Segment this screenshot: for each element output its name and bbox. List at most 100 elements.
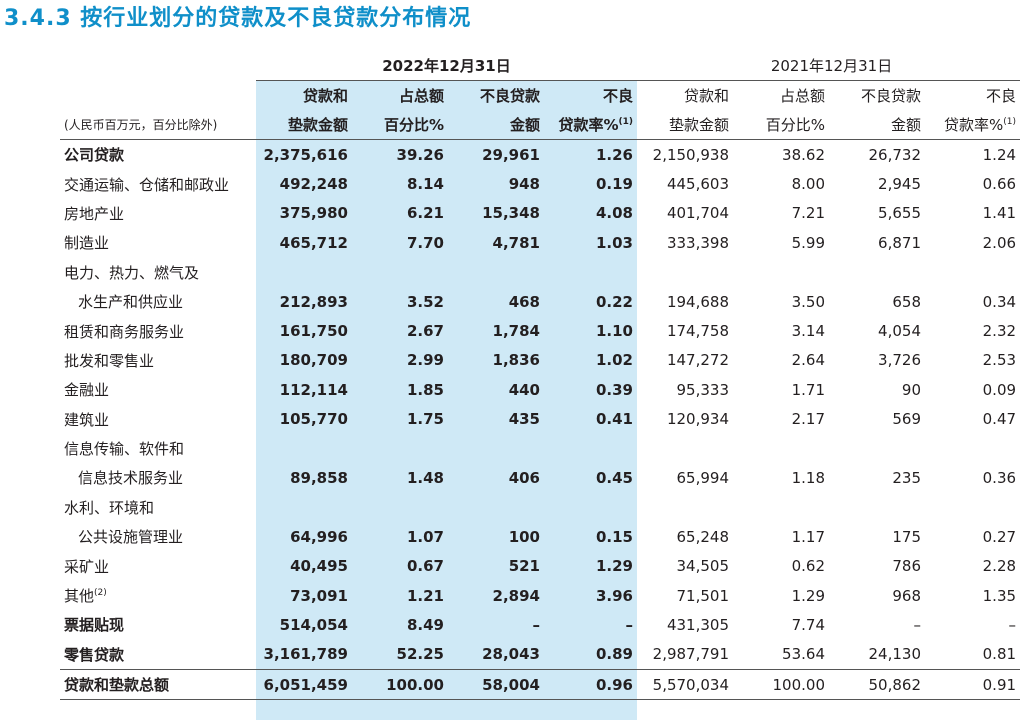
column-header-row-2: (人民币百万元，百分比除外) 垫款金额 百分比% 金额 贷款率%(1) 垫款金额… — [60, 110, 1021, 140]
value-cell: 147,272 — [666, 351, 729, 370]
table-row: 制造业 465,712 7.70 4,781 1.03 333,398 5.99 6,871 2… — [60, 228, 1020, 257]
value-cell: 1,836 — [492, 351, 540, 370]
value-cell: 0.27 — [982, 527, 1017, 546]
row-label: 批发和零售业 — [64, 351, 155, 370]
value-cell: 2.28 — [982, 557, 1017, 576]
table-row: 租赁和商务服务业 161,750 2.67 1,784 1.10 174,758 3.14 4… — [60, 316, 1020, 345]
value-cell: 431,305 — [666, 615, 729, 634]
value-cell: 2.64 — [791, 351, 825, 370]
value-cell: 8.14 — [406, 175, 444, 194]
row-label: 公司贷款 — [64, 146, 125, 165]
value-cell: 1.24 — [982, 145, 1017, 164]
value-cell: 65,248 — [676, 527, 730, 546]
value-cell — [925, 493, 1020, 522]
value-cell: 1.29 — [791, 586, 825, 605]
value-cell: 1.21 — [406, 586, 444, 605]
table-row: 信息技术服务业 89,858 1.48 406 0.45 65,994 1.18 235 0.3… — [60, 463, 1020, 492]
section-title: 3.4.3 按行业划分的贷款及不良贷款分布情况 — [4, 6, 472, 31]
value-cell: 6,051,459 — [256, 669, 352, 701]
value-cell: 2,150,938 — [652, 145, 729, 164]
value-cell: 468 — [508, 292, 540, 311]
value-cell: 6,871 — [878, 233, 921, 252]
value-cell: 73,091 — [290, 586, 348, 605]
table-row: 票据贴现 514,054 8.49 – – 431,305 7.74 – – — [60, 610, 1020, 639]
value-cell — [637, 493, 733, 522]
row-label: 票据贴现 — [64, 616, 125, 635]
value-cell — [637, 258, 733, 287]
value-cell: 174,758 — [666, 322, 729, 341]
total-row: 贷款和垫款总额 6,051,459 100.00 58,004 0.96 5,570,03… — [60, 669, 1021, 701]
value-cell — [352, 258, 448, 287]
value-cell: 0.67 — [406, 557, 444, 576]
value-cell: 514,054 — [279, 615, 348, 634]
value-cell: 89,858 — [290, 468, 348, 487]
value-cell: 7.21 — [791, 204, 825, 223]
value-cell: 180,709 — [279, 351, 348, 370]
value-cell: 161,750 — [279, 322, 348, 341]
value-cell: 38.62 — [782, 145, 825, 164]
row-label: 贷款和垫款总额 — [60, 669, 256, 701]
col-nplratio-2021-l2: 贷款率%(1) — [925, 110, 1021, 140]
row-label: 电力、热力、燃气及 — [64, 263, 200, 282]
footnote-1-marker: (1) — [1003, 117, 1017, 127]
value-cell — [733, 493, 829, 522]
table-row: 采矿业 40,495 0.67 521 1.29 34,505 0.62 786 2.28 — [60, 551, 1020, 580]
year-2021-header: 2021年12月31日 — [637, 51, 1021, 81]
value-cell: 2,945 — [878, 175, 921, 194]
value-cell: 2.99 — [406, 351, 444, 370]
col-npl-2022-l1: 不良贷款 — [479, 87, 540, 105]
value-cell: 0.19 — [595, 175, 633, 194]
value-cell: 786 — [892, 557, 921, 576]
value-cell: 4,781 — [492, 233, 540, 252]
value-cell: 4.08 — [595, 204, 633, 223]
col-npl-2021-l2: 金额 — [829, 110, 925, 140]
value-cell: 1.18 — [791, 468, 825, 487]
column-header-row-1: 贷款和 占总额 不良贷款 不良 贷款和 占总额 不良贷款 不良 — [60, 81, 1020, 111]
value-cell: 64,996 — [290, 527, 348, 546]
value-cell: 100 — [508, 527, 540, 546]
table-row: 水利、环境和 — [60, 493, 1020, 522]
value-cell: 1.48 — [406, 468, 444, 487]
table-row: 交通运输、仓储和邮政业 492,248 8.14 948 0.19 445,603 8.00… — [60, 169, 1020, 198]
value-cell: 3.96 — [595, 586, 633, 605]
value-cell: 1.17 — [791, 527, 825, 546]
value-cell: 1.71 — [791, 380, 825, 399]
col-npl-2022-l2: 金额 — [448, 110, 544, 140]
row-label: 公共设施管理业 — [78, 528, 184, 547]
value-cell: 0.09 — [982, 380, 1017, 399]
table-row: 公司贷款 2,375,616 39.26 29,961 1.26 2,150,938 38.… — [60, 140, 1020, 170]
value-cell: – — [625, 615, 634, 634]
value-cell: 15,348 — [482, 204, 540, 223]
value-cell: 401,704 — [666, 204, 729, 223]
value-cell: 8.49 — [406, 615, 444, 634]
table-row: 水生产和供应业 212,893 3.52 468 0.22 194,688 3.50 658 0… — [60, 287, 1020, 316]
row-label: 采矿业 — [64, 557, 110, 576]
value-cell: 1.07 — [406, 527, 444, 546]
value-cell: 0.66 — [982, 175, 1017, 194]
value-cell: 24,130 — [868, 645, 922, 664]
col-pct-2021-l2: 百分比% — [733, 110, 829, 140]
value-cell — [352, 493, 448, 522]
value-cell — [544, 434, 637, 463]
value-cell — [829, 258, 925, 287]
value-cell: – — [532, 615, 541, 634]
footnote-1-marker: (1) — [618, 117, 634, 127]
value-cell: 71,501 — [676, 586, 730, 605]
value-cell: 0.96 — [544, 669, 637, 701]
col-npl-2021-l1: 不良贷款 — [860, 87, 921, 105]
value-cell: 29,961 — [482, 145, 540, 164]
col-loans-2021-l1: 贷款和 — [683, 87, 729, 105]
value-cell: 3.50 — [791, 292, 825, 311]
value-cell: 3.14 — [791, 322, 825, 341]
value-cell — [352, 434, 448, 463]
col-nplratio-2022-l2: 贷款率%(1) — [544, 110, 637, 140]
table-row: 公共设施管理业 64,996 1.07 100 0.15 65,248 1.17 175 0.2… — [60, 522, 1020, 551]
value-cell: 6.21 — [406, 204, 444, 223]
row-label: 零售贷款 — [64, 645, 125, 664]
value-cell: 26,732 — [868, 145, 922, 164]
value-cell: 65,994 — [676, 468, 730, 487]
value-cell — [829, 493, 925, 522]
highlight-2022-column-band — [256, 81, 637, 720]
value-cell — [544, 258, 637, 287]
value-cell: 28,043 — [482, 645, 540, 664]
